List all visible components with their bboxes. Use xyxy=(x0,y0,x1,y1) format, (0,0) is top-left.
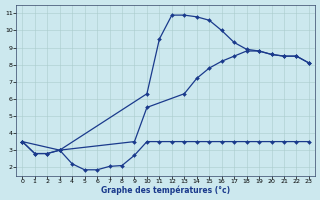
X-axis label: Graphe des températures (°c): Graphe des températures (°c) xyxy=(101,186,230,195)
